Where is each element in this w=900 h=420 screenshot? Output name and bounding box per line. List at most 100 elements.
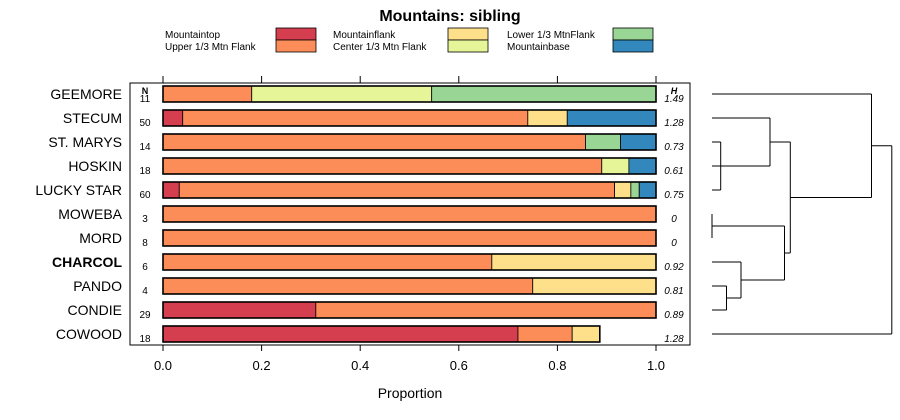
bar-segment-lucky-star-mountaintop bbox=[162, 181, 180, 199]
x-axis-label: Proportion bbox=[378, 385, 443, 401]
bar-segment-stecum-mountainbase bbox=[566, 109, 657, 127]
legend-swatch-upper-1-3-mtn-flank bbox=[275, 39, 317, 53]
bar-segment-st-marys-upper-1-3-mtn-flank bbox=[162, 133, 586, 151]
category-label-moweba: MOWEBA bbox=[58, 206, 122, 222]
category-label-mord: MORD bbox=[79, 230, 122, 246]
bar-outline-hoskin bbox=[162, 157, 657, 175]
bar-outline-condie bbox=[162, 301, 657, 319]
category-label-geemore: GEEMORE bbox=[50, 86, 122, 102]
category-label-stecum: STECUM bbox=[63, 110, 122, 126]
h-value-hoskin: 0.61 bbox=[664, 166, 683, 177]
bar-rows: GEEMORE 11 1.49 STECUM 50 1.28 ST. MARYS 14 0.73… bbox=[35, 85, 684, 345]
h-value-pando: 0.81 bbox=[664, 286, 683, 297]
category-label-condie: CONDIE bbox=[68, 302, 122, 318]
category-label-pando: PANDO bbox=[73, 278, 122, 294]
h-value-lucky-star: 0.75 bbox=[664, 190, 684, 201]
x-tick-label-5: 1.0 bbox=[647, 358, 665, 373]
bar-segment-stecum-mountainflank bbox=[527, 109, 568, 127]
h-value-moweba: 0 bbox=[671, 214, 677, 225]
h-value-condie: 0.89 bbox=[664, 310, 684, 321]
h-value-st-marys: 0.73 bbox=[664, 142, 684, 153]
bar-segment-geemore-center-1-3-mtn-flank bbox=[251, 85, 433, 103]
bar-segment-cowood-mountainflank bbox=[571, 325, 601, 343]
bar-segment-pando-upper-1-3-mtn-flank bbox=[162, 277, 534, 295]
bar-outline-stecum bbox=[162, 109, 657, 127]
category-label-hoskin: HOSKIN bbox=[68, 158, 122, 174]
category-label-lucky-star: LUCKY STAR bbox=[35, 182, 122, 198]
n-value-charcol: 6 bbox=[142, 262, 148, 273]
n-value-condie: 29 bbox=[139, 310, 151, 321]
bar-outline-charcol bbox=[162, 253, 657, 271]
bar-segment-stecum-upper-1-3-mtn-flank bbox=[182, 109, 529, 127]
legend-label-center-1-3-mtn-flank: Center 1/3 Mtn Flank bbox=[333, 42, 427, 53]
bar-segment-mord-upper-1-3-mtn-flank bbox=[162, 229, 657, 247]
n-value-mord: 8 bbox=[142, 238, 148, 249]
bar-segment-moweba-upper-1-3-mtn-flank bbox=[162, 205, 657, 223]
bar-outline-pando bbox=[162, 277, 657, 295]
legend-label-mountainbase: Mountainbase bbox=[507, 42, 570, 53]
bar-outline-st-marys bbox=[162, 133, 657, 151]
h-value-stecum: 1.28 bbox=[664, 118, 684, 129]
bar-segment-condie-upper-1-3-mtn-flank bbox=[315, 301, 657, 319]
bar-segment-st-marys-lower-1-3-mtnflank bbox=[585, 133, 621, 151]
bar-segment-condie-mountaintop bbox=[162, 301, 317, 319]
bar-outline-geemore bbox=[162, 85, 657, 103]
n-value-geemore: 11 bbox=[140, 94, 151, 105]
h-value-geemore: 1.49 bbox=[664, 94, 684, 105]
dendrogram bbox=[711, 93, 893, 335]
h-column-header: H bbox=[671, 86, 678, 96]
bar-segment-hoskin-center-1-3-mtn-flank bbox=[601, 157, 630, 175]
n-value-lucky-star: 60 bbox=[139, 190, 151, 201]
bar-outline-cowood bbox=[162, 325, 601, 343]
x-tick-label-3: 0.6 bbox=[450, 358, 468, 373]
bar-segment-charcol-upper-1-3-mtn-flank bbox=[162, 253, 493, 271]
n-value-cowood: 18 bbox=[139, 334, 151, 345]
legend-swatch-lower-1-3-mtnflank bbox=[612, 27, 654, 41]
x-tick-label-4: 0.8 bbox=[548, 358, 566, 373]
bar-segment-lucky-star-lower-1-3-mtnflank bbox=[630, 181, 640, 199]
bar-segment-cowood-upper-1-3-mtn-flank bbox=[517, 325, 573, 343]
n-value-st-marys: 14 bbox=[139, 142, 151, 153]
legend-swatch-center-1-3-mtn-flank bbox=[447, 39, 489, 53]
n-value-moweba: 3 bbox=[142, 214, 148, 225]
bar-outline-mord bbox=[162, 229, 657, 247]
bar-segment-hoskin-mountainbase bbox=[628, 157, 657, 175]
h-value-mord: 0 bbox=[671, 238, 677, 249]
legend-swatch-mountainflank bbox=[447, 27, 489, 41]
bar-segment-st-marys-mountainbase bbox=[620, 133, 657, 151]
plot-frame bbox=[129, 82, 691, 346]
x-tick-label-1: 0.2 bbox=[253, 358, 271, 373]
legend-label-upper-1-3-mtn-flank: Upper 1/3 Mtn Flank bbox=[165, 42, 257, 53]
bar-segment-cowood-mountaintop bbox=[162, 325, 519, 343]
h-value-cowood: 1.28 bbox=[664, 334, 684, 345]
bar-segment-lucky-star-mountainflank bbox=[614, 181, 632, 199]
chart-title: Mountains: sibling bbox=[379, 8, 520, 25]
bar-segment-pando-mountainflank bbox=[532, 277, 657, 295]
h-value-charcol: 0.92 bbox=[664, 262, 684, 273]
bar-segment-lucky-star-upper-1-3-mtn-flank bbox=[178, 181, 615, 199]
n-value-hoskin: 18 bbox=[139, 166, 151, 177]
n-value-stecum: 50 bbox=[139, 118, 151, 129]
bar-segment-lucky-star-mountainbase bbox=[638, 181, 657, 199]
category-label-charcol: CHARCOL bbox=[52, 254, 122, 270]
x-axis: 0.0 0.2 0.4 0.6 0.8 1.0 bbox=[154, 76, 665, 373]
legend-label-mountainflank: Mountainflank bbox=[333, 30, 396, 41]
bar-segment-geemore-lower-1-3-mtnflank bbox=[431, 85, 657, 103]
bar-outline-moweba bbox=[162, 205, 657, 223]
category-label-cowood: COWOOD bbox=[56, 326, 122, 342]
legend-label-lower-1-3-mtnflank: Lower 1/3 MtnFlank bbox=[507, 30, 596, 41]
legend-swatch-mountaintop bbox=[275, 27, 317, 41]
x-tick-label-0: 0.0 bbox=[154, 358, 172, 373]
legend-label-mountaintop: Mountaintop bbox=[165, 30, 220, 41]
bar-segment-stecum-mountaintop bbox=[162, 109, 184, 127]
n-column-header: N bbox=[142, 86, 149, 96]
x-tick-label-2: 0.4 bbox=[351, 358, 369, 373]
bar-segment-hoskin-upper-1-3-mtn-flank bbox=[162, 157, 603, 175]
legend-swatch-mountainbase bbox=[612, 39, 654, 53]
bar-segment-charcol-mountainflank bbox=[491, 253, 657, 271]
n-value-pando: 4 bbox=[142, 286, 148, 297]
bar-outline-lucky-star bbox=[162, 181, 657, 199]
